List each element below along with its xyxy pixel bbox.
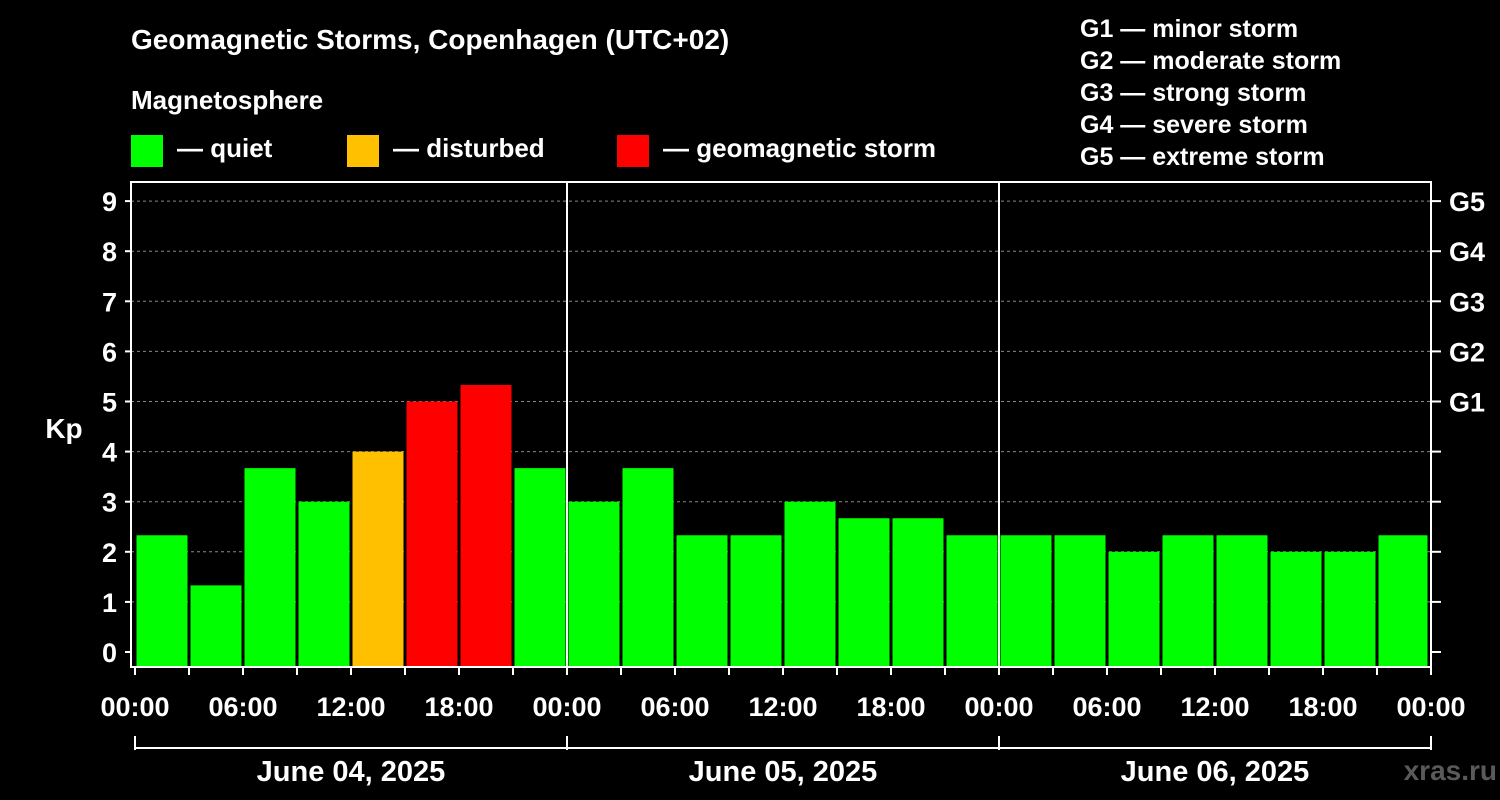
x-tick-label: 18:00 (856, 692, 925, 722)
storm-scale: G1 — minor storm G2 — moderate storm G3 … (1080, 15, 1341, 171)
kp-bar (730, 535, 782, 667)
kp-bar (136, 535, 188, 667)
kp-bar (892, 518, 944, 667)
legend-swatch-disturbed (347, 135, 379, 167)
y-axis: 0 1 2 3 4 5 6 7 8 9 (102, 187, 131, 668)
scale-g4: G4 — severe storm (1080, 111, 1308, 139)
chart-title: Geomagnetic Storms, Copenhagen (UTC+02) (131, 24, 729, 55)
y-tick-label: 7 (102, 287, 117, 317)
kp-bar (1216, 535, 1268, 667)
x-tick-label: 06:00 (208, 692, 277, 722)
g-scale-axis: G1 G2 G3 G4 G5 (1431, 187, 1485, 653)
chart-subtitle: Magnetosphere (131, 85, 323, 115)
x-tick-label: 06:00 (640, 692, 709, 722)
x-axis: 00:00 06:00 12:00 18:00 00:00 06:00 12:00 18:00… (100, 667, 1466, 722)
scale-g2: G2 — moderate storm (1080, 47, 1341, 75)
kp-bar (1270, 551, 1322, 667)
scale-g3: G3 — strong storm (1080, 79, 1306, 107)
kp-bar (244, 468, 296, 667)
kp-bar (1108, 551, 1160, 667)
kp-bar (622, 468, 674, 667)
kp-bar (568, 501, 620, 667)
x-tick-label: 00:00 (964, 692, 1033, 722)
kp-bar (1162, 535, 1214, 667)
day-label: June 06, 2025 (1121, 756, 1310, 788)
legend-swatch-quiet (131, 135, 163, 167)
kp-bar (784, 501, 836, 667)
x-tick-label: 00:00 (1396, 692, 1465, 722)
legend-label-storm: — geomagnetic storm (663, 133, 936, 163)
g-scale-label: G5 (1449, 187, 1485, 217)
kp-bar (460, 384, 512, 667)
x-tick-label: 12:00 (316, 692, 385, 722)
legend-label-quiet: — quiet (177, 133, 273, 163)
g-scale-label: G3 (1449, 287, 1485, 317)
legend-label-disturbed: — disturbed (393, 133, 545, 163)
g-scale-label: G1 (1449, 388, 1485, 418)
x-tick-label: 00:00 (100, 692, 169, 722)
day-label: June 04, 2025 (257, 756, 446, 788)
kp-bar (1324, 551, 1376, 667)
kp-bar (406, 401, 458, 667)
kp-bar (1378, 535, 1428, 667)
kp-bar (298, 501, 350, 667)
day-axis: June 04, 2025 June 05, 2025 June 06, 2025 (134, 736, 1432, 788)
y-tick-label: 5 (102, 388, 117, 418)
kp-bar (676, 535, 728, 667)
g-scale-label: G4 (1449, 237, 1485, 267)
scale-g5: G5 — extreme storm (1080, 143, 1325, 171)
y-tick-label: 9 (102, 187, 117, 217)
kp-bar (1000, 535, 1052, 667)
x-tick-label: 18:00 (1288, 692, 1357, 722)
kp-bar (190, 585, 242, 667)
y-tick-label: 2 (102, 538, 117, 568)
y-tick-label: 0 (102, 638, 117, 668)
y-axis-label: Kp (45, 413, 82, 444)
plot-frame (130, 181, 1432, 668)
kp-bar (1054, 535, 1106, 667)
y-tick-label: 1 (102, 588, 117, 618)
scale-g1: G1 — minor storm (1080, 15, 1298, 43)
watermark: xras.ru (1404, 755, 1497, 786)
x-tick-label: 18:00 (424, 692, 493, 722)
y-tick-label: 6 (102, 337, 117, 367)
x-tick-label: 00:00 (532, 692, 601, 722)
kp-bar (352, 451, 404, 667)
y-tick-label: 4 (102, 438, 117, 468)
y-tick-label: 8 (102, 237, 117, 267)
x-tick-label: 12:00 (1180, 692, 1249, 722)
legend: — quiet — disturbed — geomagnetic storm (131, 133, 936, 167)
bars (136, 384, 1428, 667)
kp-bar (838, 518, 890, 667)
legend-swatch-storm (617, 135, 649, 167)
x-tick-label: 06:00 (1072, 692, 1141, 722)
day-label: June 05, 2025 (689, 756, 878, 788)
kp-bar (946, 535, 998, 667)
x-tick-label: 12:00 (748, 692, 817, 722)
kp-bar (514, 468, 566, 667)
plot-border (130, 181, 1432, 668)
y-tick-label: 3 (102, 488, 117, 518)
g-scale-label: G2 (1449, 337, 1485, 367)
